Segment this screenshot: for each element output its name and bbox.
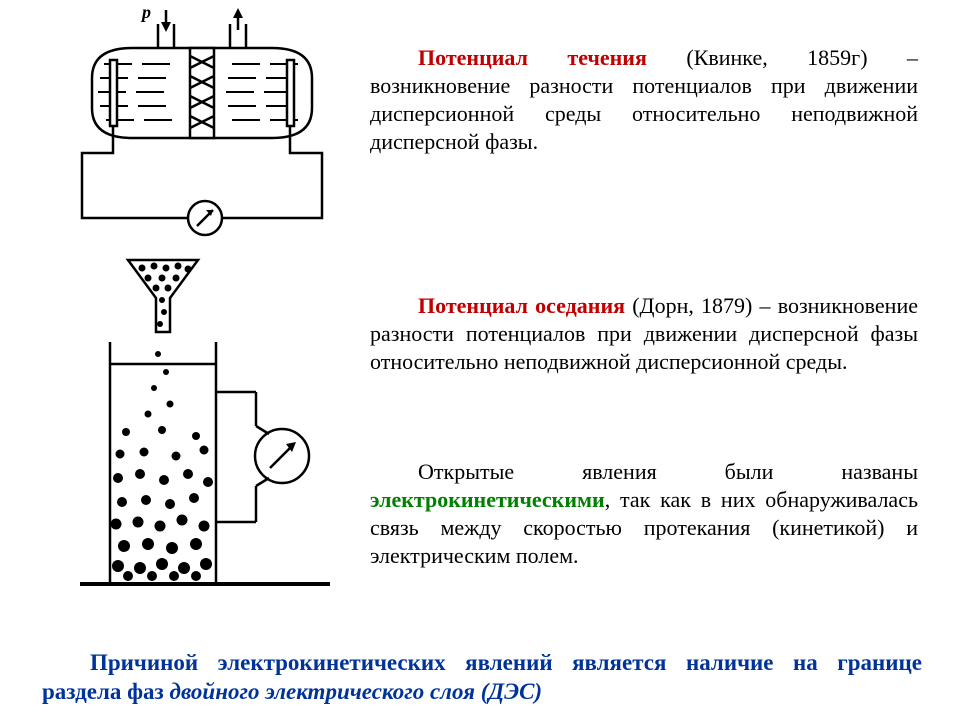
term-edl: двойного электрического слоя (ДЭС) (170, 679, 543, 704)
paragraph-conclusion: Причиной электрокинетических явлений явл… (42, 648, 922, 707)
paragraph-sedimentation-potential: Потенциал оседания (Дорн, 1879) – возник… (370, 292, 918, 376)
term-sedimentation-potential: Потенциал оседания (418, 293, 625, 318)
flow-potential-svg: p (62, 8, 342, 248)
sedimentation-potential-svg (70, 254, 340, 604)
figure-flow-potential: p (62, 8, 342, 248)
p3-pre: Открытые явления были названы (418, 459, 918, 484)
term-electrokinetic: электрокинетическими (370, 487, 605, 512)
slide-page: p (0, 0, 960, 720)
figure-sedimentation-potential (70, 254, 340, 604)
paragraph-electrokinetic: Открытые явления были названы электрокин… (370, 458, 918, 571)
term-flow-potential: Потенциал течения (418, 45, 647, 70)
pressure-label: p (140, 8, 151, 22)
paragraph-flow-potential: Потенциал течения (Квинке, 1859г) – возн… (370, 44, 918, 157)
